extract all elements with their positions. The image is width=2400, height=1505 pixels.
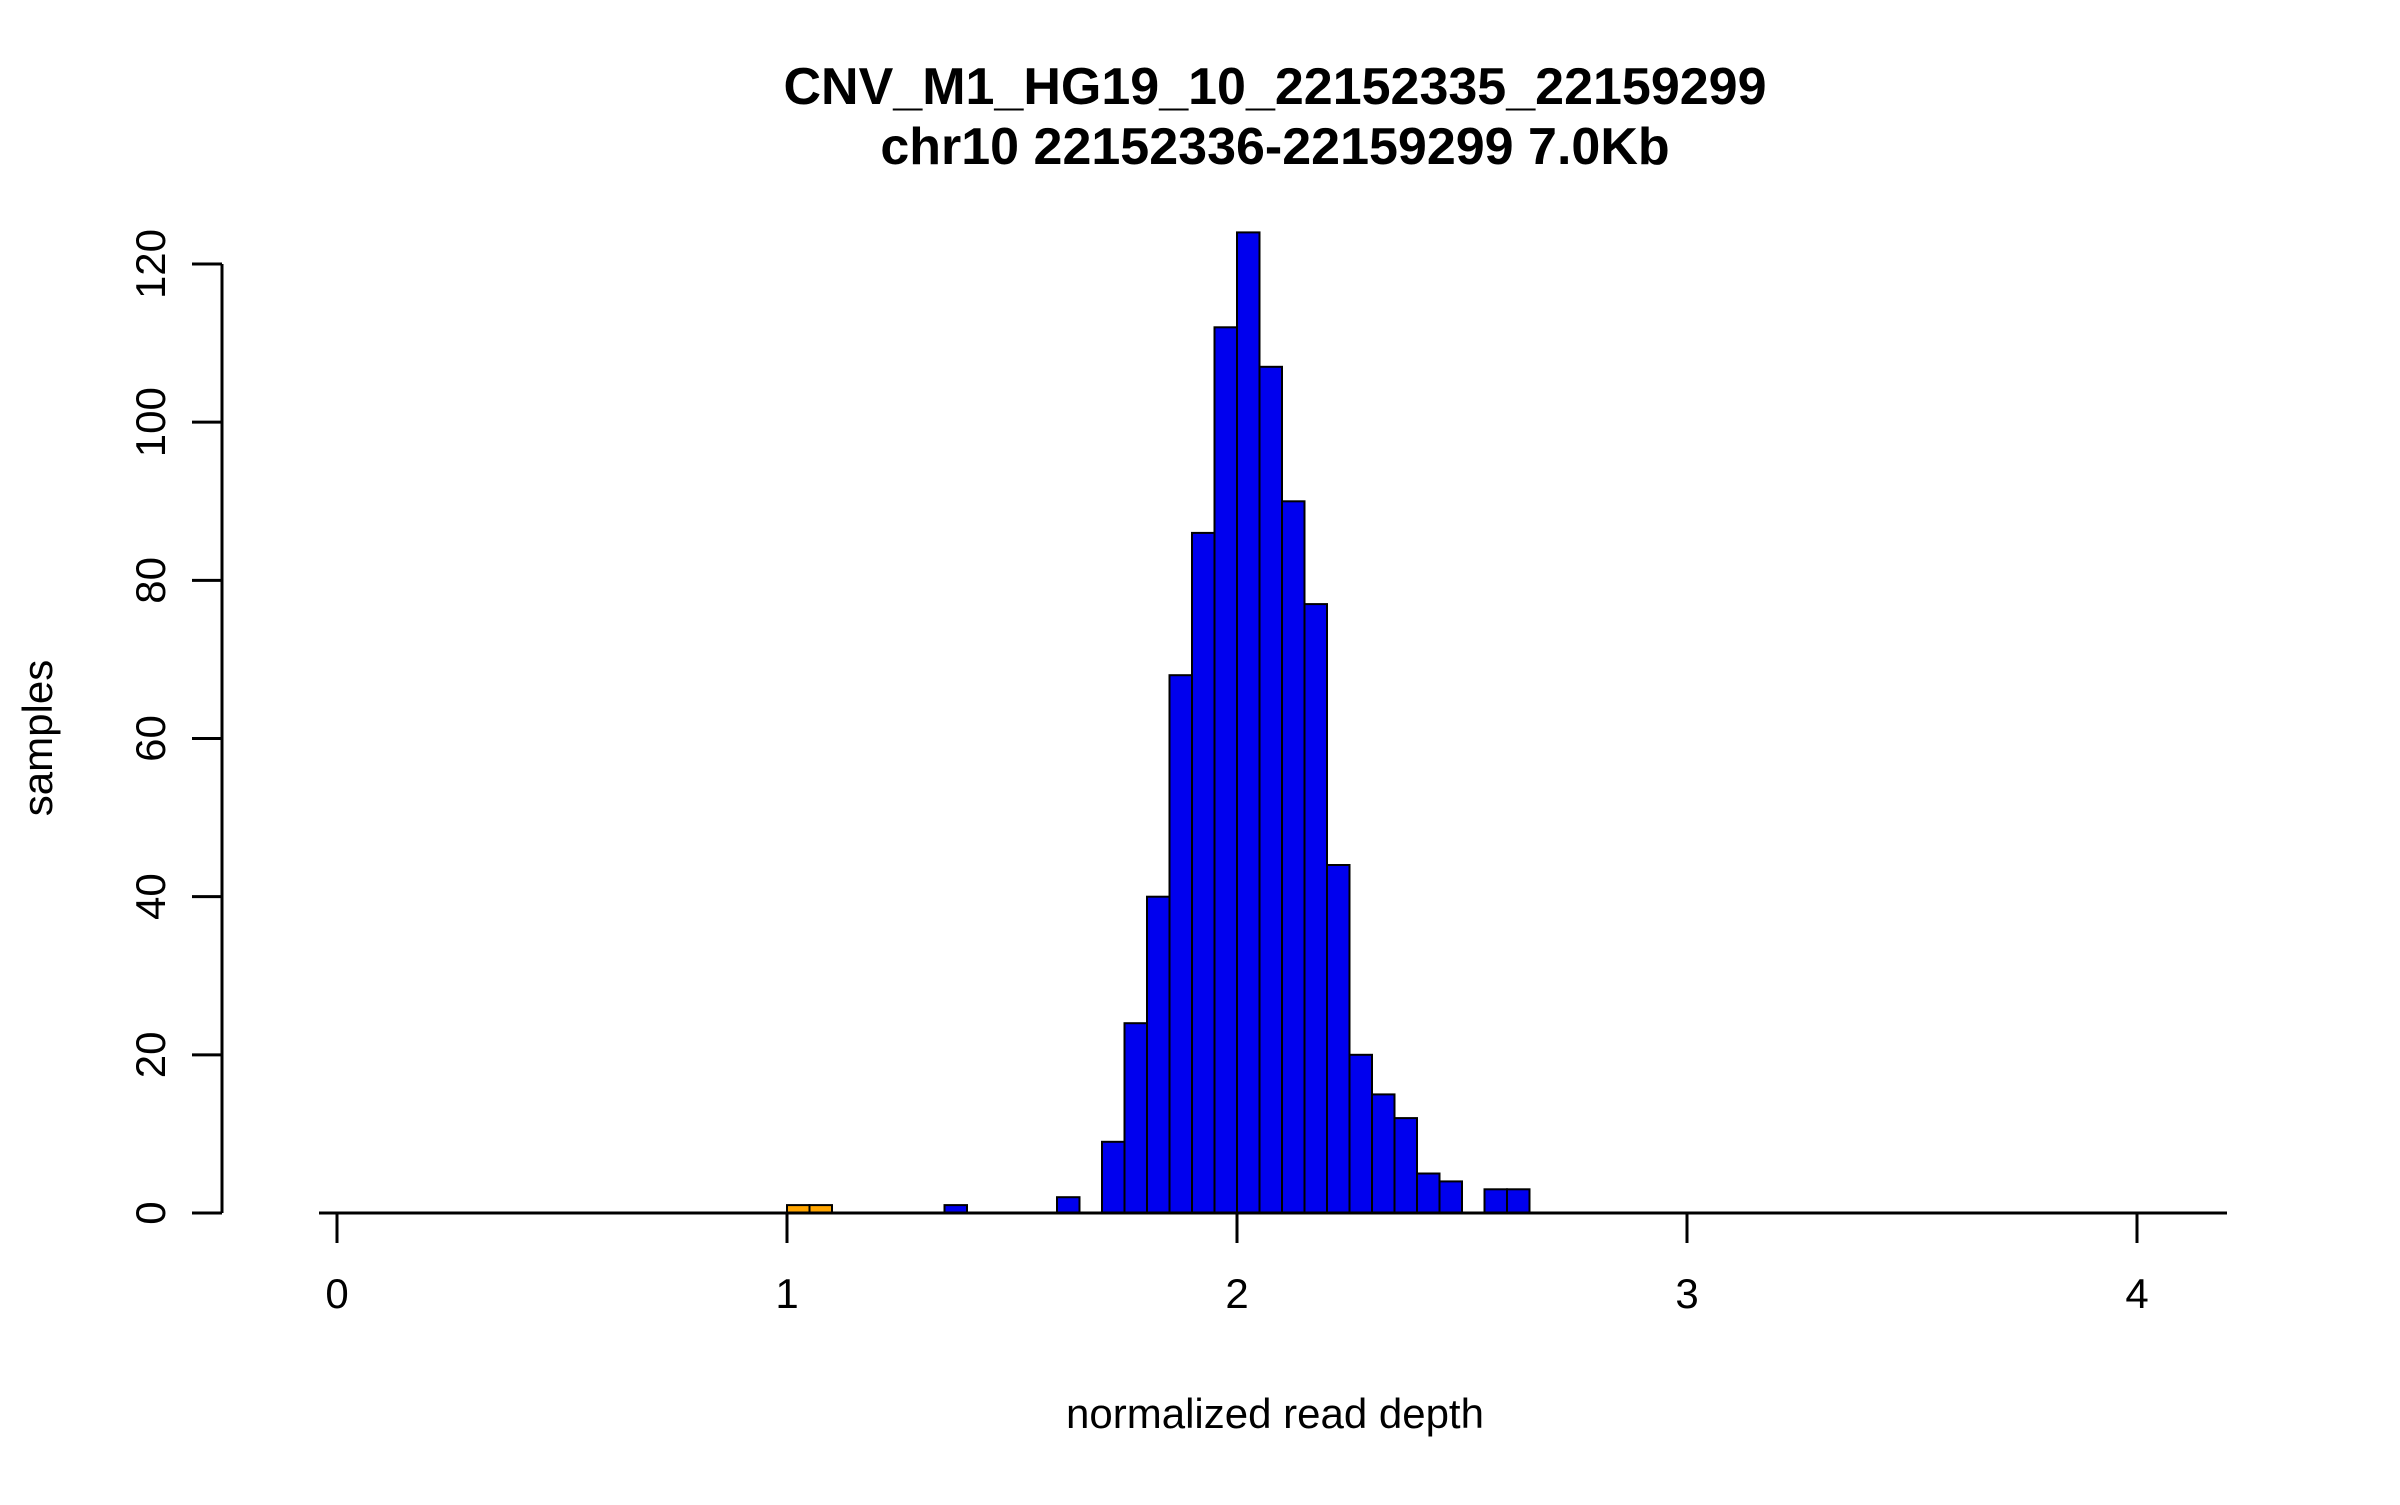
x-tick-label: 2 (1225, 1270, 1248, 1317)
y-tick-label: 120 (127, 229, 174, 299)
histogram-bar (1123, 1022, 1148, 1215)
chart-title: CNV_M1_HG19_10_22152335_22159299 (783, 58, 1766, 116)
histogram-bar (1191, 531, 1216, 1214)
histogram-bar (1326, 864, 1351, 1214)
x-tick-label: 1 (775, 1270, 798, 1317)
histogram-bar (1371, 1093, 1396, 1215)
y-tick-label: 40 (127, 873, 174, 920)
x-tick-label: 0 (325, 1270, 348, 1317)
x-tick-label: 3 (1675, 1270, 1698, 1317)
y-tick-label: 60 (127, 715, 174, 762)
histogram-bar (1416, 1172, 1441, 1214)
histogram-bar (1393, 1117, 1418, 1214)
histogram-bar (1506, 1188, 1531, 1215)
y-tick-label: 0 (127, 1201, 174, 1224)
histogram-bar (1213, 326, 1238, 1214)
y-axis-label: samples (14, 660, 61, 816)
x-axis-label: normalized read depth (1066, 1390, 1484, 1437)
y-tick-label: 80 (127, 557, 174, 604)
histogram-bar (1101, 1140, 1126, 1215)
chart-subtitle: chr10 22152336-22159299 7.0Kb (880, 118, 1669, 176)
x-axis: 0 1 2 3 4 (319, 1211, 2227, 1317)
x-tick-label: 4 (2125, 1270, 2148, 1317)
histogram-bar (1168, 674, 1193, 1214)
histogram-bar (1146, 895, 1171, 1214)
histogram-bar (1438, 1180, 1463, 1215)
histogram-bar (1056, 1196, 1081, 1214)
histogram-bar (1258, 365, 1283, 1214)
histogram-bar (1281, 500, 1306, 1215)
histogram-bar (1303, 603, 1328, 1214)
bars-group (786, 231, 1531, 1215)
histogram-bar (1483, 1188, 1508, 1215)
y-axis: 0 20 40 60 80 100 120 (127, 229, 224, 1225)
histogram-bar (1236, 231, 1261, 1214)
y-tick-label: 20 (127, 1031, 174, 1078)
y-tick-label: 100 (127, 387, 174, 457)
histogram-bar (1348, 1053, 1373, 1215)
